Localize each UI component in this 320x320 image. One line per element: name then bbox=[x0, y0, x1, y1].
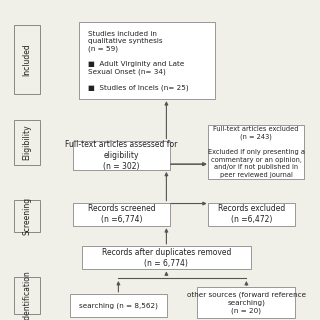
FancyBboxPatch shape bbox=[82, 246, 251, 269]
Text: Records screened
(n =6,774): Records screened (n =6,774) bbox=[88, 204, 156, 224]
FancyBboxPatch shape bbox=[208, 203, 295, 226]
Text: Full-text articles excluded
(n = 243)

Excluded if only presenting a
commentary : Full-text articles excluded (n = 243) Ex… bbox=[207, 126, 305, 178]
Text: Full-text articles assessed for
eligibility
(n = 302): Full-text articles assessed for eligibil… bbox=[65, 140, 178, 171]
FancyBboxPatch shape bbox=[74, 203, 170, 226]
FancyBboxPatch shape bbox=[79, 22, 215, 99]
FancyBboxPatch shape bbox=[70, 294, 167, 317]
Text: Records excluded
(n =6,472): Records excluded (n =6,472) bbox=[218, 204, 285, 224]
Text: other sources (forward reference
searching)
(n = 20): other sources (forward reference searchi… bbox=[187, 291, 306, 314]
Text: Studies included in
qualitative synthesis
(n = 59)

■  Adult Virginity and Late
: Studies included in qualitative synthesi… bbox=[88, 31, 188, 91]
FancyBboxPatch shape bbox=[14, 25, 40, 94]
Text: Identification: Identification bbox=[23, 270, 32, 320]
FancyBboxPatch shape bbox=[14, 277, 40, 314]
Text: Records after duplicates removed
(n = 6,774): Records after duplicates removed (n = 6,… bbox=[102, 248, 231, 268]
Text: Eligibility: Eligibility bbox=[23, 124, 32, 160]
Text: Included: Included bbox=[23, 43, 32, 76]
FancyBboxPatch shape bbox=[74, 140, 170, 170]
FancyBboxPatch shape bbox=[14, 120, 40, 165]
Text: Screening: Screening bbox=[23, 197, 32, 235]
FancyBboxPatch shape bbox=[14, 200, 40, 232]
FancyBboxPatch shape bbox=[208, 124, 304, 179]
Text: searching (n = 8,562): searching (n = 8,562) bbox=[79, 302, 158, 309]
FancyBboxPatch shape bbox=[197, 287, 295, 318]
